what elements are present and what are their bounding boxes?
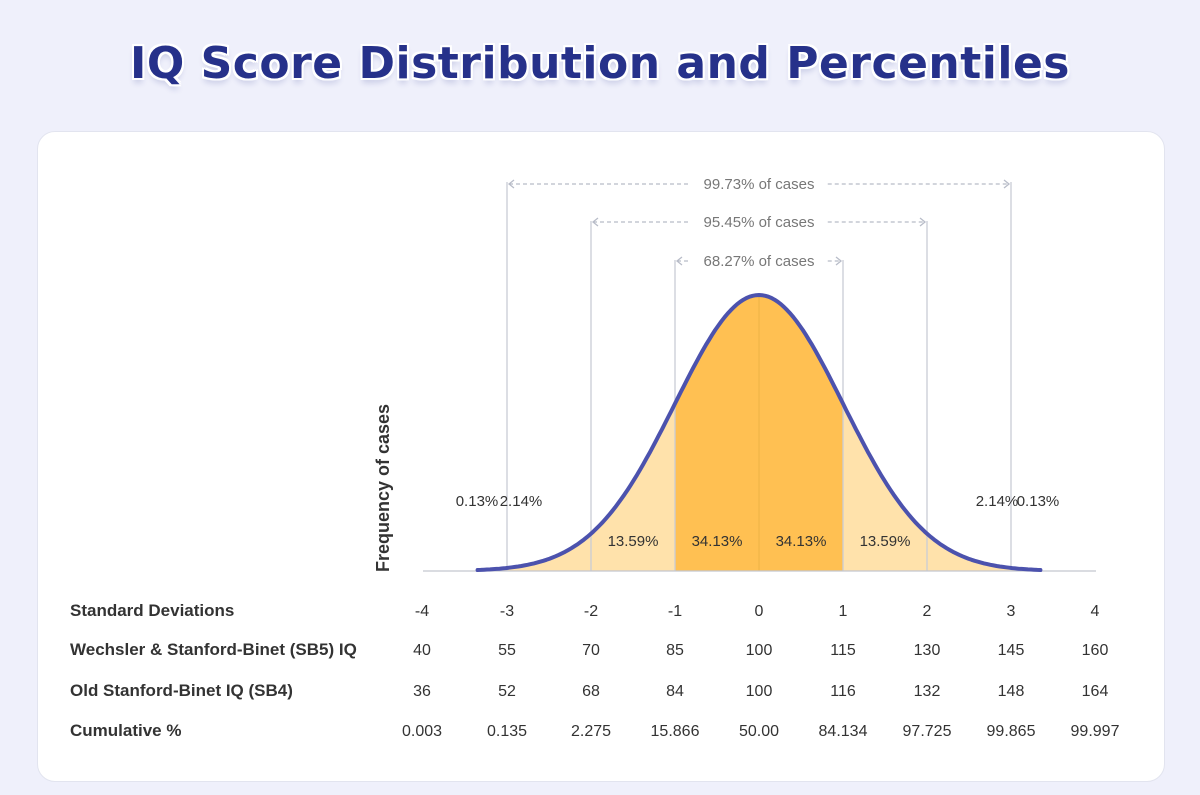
table-cell: 55: [498, 642, 516, 659]
table-cell: 2.275: [571, 723, 611, 740]
table-cell: 160: [1082, 642, 1109, 659]
y-axis-label: Frequency of cases: [373, 404, 393, 572]
range-brackets: 99.73% of cases 95.45% of cases 68.27% of …: [507, 176, 1011, 270]
table-cell: 15.866: [651, 723, 700, 740]
table-cell: 145: [998, 642, 1025, 659]
segment-label: 0.13%: [456, 493, 499, 510]
table-row-label: Old Stanford-Binet IQ (SB4): [70, 681, 293, 700]
table-cell: 100: [746, 642, 773, 659]
table-cell: 0: [755, 603, 764, 620]
table-row-label: Standard Deviations: [70, 601, 234, 620]
value-table: Standard Deviations -4 -3 -2 -1 0 1 2 3 4 Wechsler…: [70, 601, 1120, 740]
table-cell: 148: [998, 683, 1025, 700]
table-cell: 1: [839, 603, 848, 620]
table-cell: 99.865: [987, 723, 1036, 740]
range-arrow-left: [591, 217, 599, 227]
segment-label: 2.14%: [500, 493, 543, 510]
table-cell: -2: [584, 603, 598, 620]
segment-label: 13.59%: [608, 533, 659, 550]
table-cell: 84: [666, 683, 684, 700]
table-cell: -3: [500, 603, 514, 620]
table-cell: 130: [914, 642, 941, 659]
table-cell: 99.997: [1071, 723, 1120, 740]
page-title: IQ Score Distribution and Percentiles: [130, 38, 1070, 89]
table-cell: 50.00: [739, 723, 779, 740]
range-arrow-left: [675, 256, 683, 266]
segment-label: 0.13%: [1017, 493, 1060, 510]
table-cell: 68: [582, 683, 600, 700]
table-cell: 115: [830, 642, 856, 659]
table-cell: 2: [923, 603, 932, 620]
table-cell: 40: [413, 642, 431, 659]
range-arrow-left: [507, 179, 515, 189]
fill-left-tail: [477, 403, 675, 571]
range-arrow-right: [835, 256, 843, 266]
table-cell: 164: [1082, 683, 1109, 700]
segment-label: 34.13%: [776, 533, 827, 550]
range-label: 99.73% of cases: [704, 176, 815, 193]
range-arrow-right: [919, 217, 927, 227]
table-cell: 4: [1091, 603, 1100, 620]
table-cell: 36: [413, 683, 431, 700]
table-row-label: Cumulative %: [70, 721, 181, 740]
segment-labels: 0.13% 2.14%13.59% 34.13% 34.13% 13.59%2.14%0…: [456, 493, 1060, 550]
table-cell: 84.134: [819, 723, 868, 740]
table-cell: 100: [746, 683, 773, 700]
segment-label: 13.59%: [860, 533, 911, 550]
table-cell: -1: [668, 603, 682, 620]
table-cell: 97.725: [903, 723, 952, 740]
normal-distribution-chart: 99.73% of cases 95.45% of cases 68.27% of …: [70, 176, 1120, 740]
table-cell: 0.135: [487, 723, 527, 740]
table-row-label: Wechsler & Stanford-Binet (SB5) IQ: [70, 640, 357, 659]
table-cell: -4: [415, 603, 429, 620]
table-cell: 70: [582, 642, 600, 659]
table-cell: 0.003: [402, 723, 442, 740]
curve-layer: [423, 293, 1096, 572]
segment-label: 34.13%: [692, 533, 743, 550]
table-cell: 52: [498, 683, 516, 700]
sd-guide-lines: [506, 182, 1012, 571]
table-cell: 3: [1007, 603, 1016, 620]
table-cell: 116: [830, 683, 856, 700]
range-label: 68.27% of cases: [704, 253, 815, 270]
chart-card: 99.73% of cases 95.45% of cases 68.27% of …: [37, 131, 1165, 782]
segment-label: 2.14%: [976, 493, 1019, 510]
fill-right-tail: [843, 403, 1041, 571]
table-cell: 85: [666, 642, 684, 659]
distribution-curve: [475, 293, 1043, 572]
range-arrow-right: [1003, 179, 1011, 189]
table-cell: 132: [914, 683, 941, 700]
range-label: 95.45% of cases: [704, 214, 815, 231]
